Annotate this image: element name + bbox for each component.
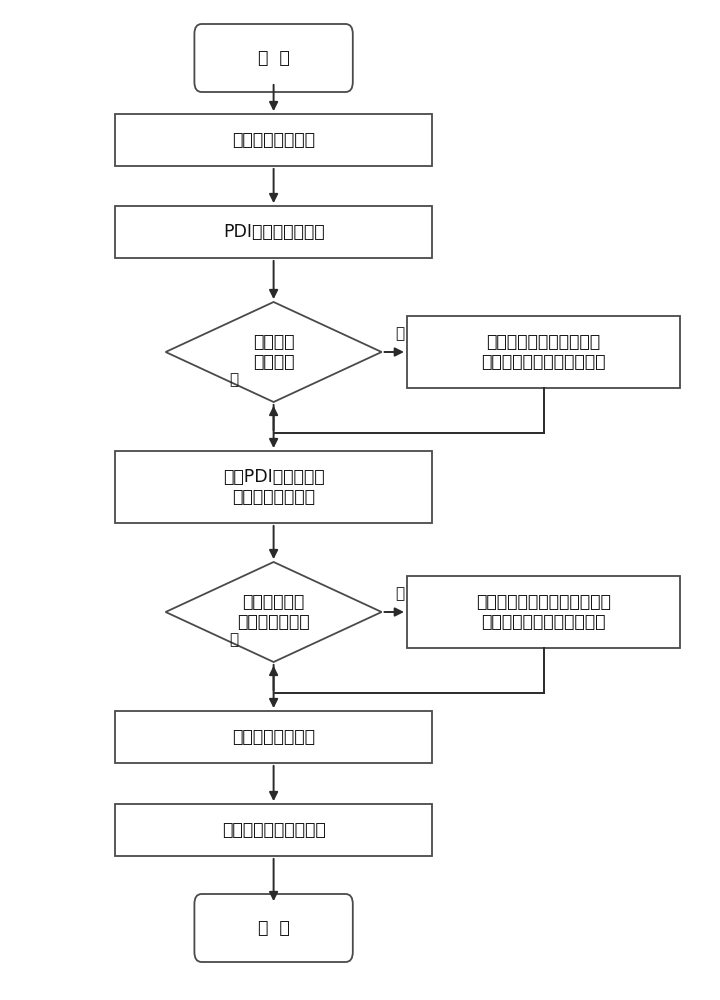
Text: 调用自动添加新钢种子程
序将新钢种添加到钢种表中: 调用自动添加新钢种子程 序将新钢种添加到钢种表中 [482,333,606,371]
FancyBboxPatch shape [194,894,353,962]
Bar [115,451,432,523]
Text: 根据PDI数据查找对
应的模型参数层别: 根据PDI数据查找对 应的模型参数层别 [222,468,325,506]
Text: 是: 是 [230,632,238,648]
Text: 模型参数是否
进行过自学习？: 模型参数是否 进行过自学习？ [238,593,310,631]
Text: 否: 否 [395,586,404,601]
Bar [115,711,432,763]
Text: 是: 是 [395,326,404,342]
Text: 规程设定计算结果检查: 规程设定计算结果检查 [222,821,325,839]
Text: 结  束: 结 束 [258,919,289,937]
Text: 进行规程设定计算: 进行规程设定计算 [232,728,315,746]
Polygon shape [166,302,382,402]
Bar [115,804,432,856]
Text: PDI数据有效性检查: PDI数据有效性检查 [222,223,325,241]
Bar [407,316,680,388]
Bar [115,114,432,166]
Text: 否: 否 [230,372,238,387]
Polygon shape [166,562,382,662]
Text: 开  始: 开 始 [258,49,289,67]
Text: 是否轧制
新钢种？: 是否轧制 新钢种？ [253,333,294,371]
Text: 调用层别模型参数调整子程序
查找可替换的模型参数层别: 调用层别模型参数调整子程序 查找可替换的模型参数层别 [476,593,611,631]
Bar [115,206,432,258]
Bar [407,576,680,648]
FancyBboxPatch shape [194,24,353,92]
Text: 数据结构体初始化: 数据结构体初始化 [232,131,315,149]
